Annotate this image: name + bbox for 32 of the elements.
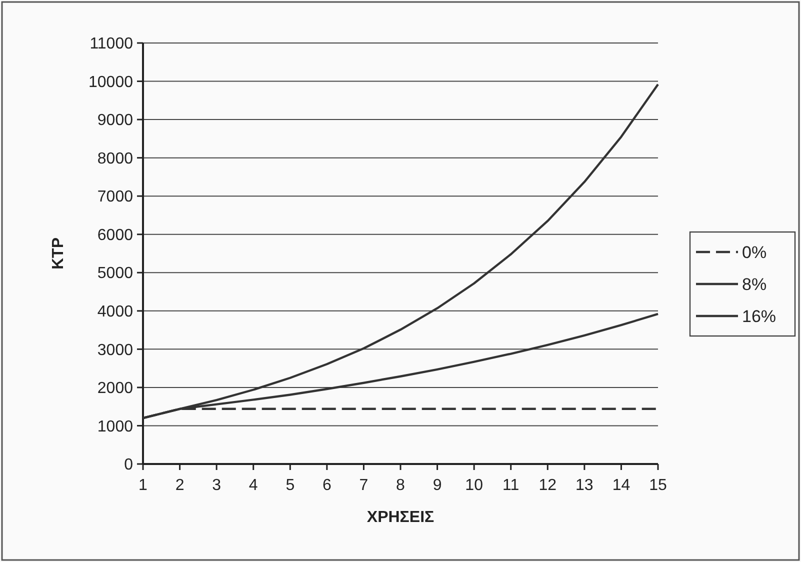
x-tick-label: 15 (649, 477, 667, 494)
legend-label: 0% (742, 242, 767, 262)
y-tick-label: 1000 (97, 418, 134, 436)
y-tick-label: 3000 (97, 342, 134, 359)
y-axis-title: ΚΤΡ (50, 237, 67, 270)
y-tick-label: 2000 (97, 380, 134, 398)
y-tick-label: 8000 (97, 150, 134, 168)
y-tick-label: 0 (124, 456, 134, 474)
y-tick-label: 5000 (97, 265, 134, 282)
y-tick-label: 6000 (97, 226, 134, 244)
x-tick-label: 1 (138, 477, 148, 494)
x-tick-label: 14 (612, 477, 630, 494)
x-tick-label: 6 (322, 477, 332, 494)
x-tick-label: 13 (576, 477, 594, 494)
y-tick-label: 4000 (97, 304, 134, 321)
x-tick-label: 2 (175, 477, 184, 494)
x-tick-label: 7 (359, 477, 368, 494)
x-axis-title: ΧΡΗΣΕΙΣ (366, 509, 435, 526)
x-tick-label: 10 (465, 477, 484, 494)
x-tick-label: 4 (248, 477, 258, 494)
x-tick-label: 11 (502, 477, 520, 494)
x-tick-label: 3 (212, 477, 222, 494)
y-tick-label: 7000 (97, 188, 134, 206)
legend-label: 16% (742, 306, 776, 326)
y-tick-label: 11000 (90, 36, 134, 53)
y-tick-label: 10000 (88, 74, 134, 91)
legend-label: 8% (742, 274, 767, 294)
y-tick-label: 9000 (97, 112, 134, 130)
x-tick-label: 12 (538, 477, 557, 494)
x-tick-label: 5 (286, 477, 295, 494)
x-tick-label: 9 (432, 477, 442, 494)
x-tick-label: 8 (396, 477, 406, 494)
